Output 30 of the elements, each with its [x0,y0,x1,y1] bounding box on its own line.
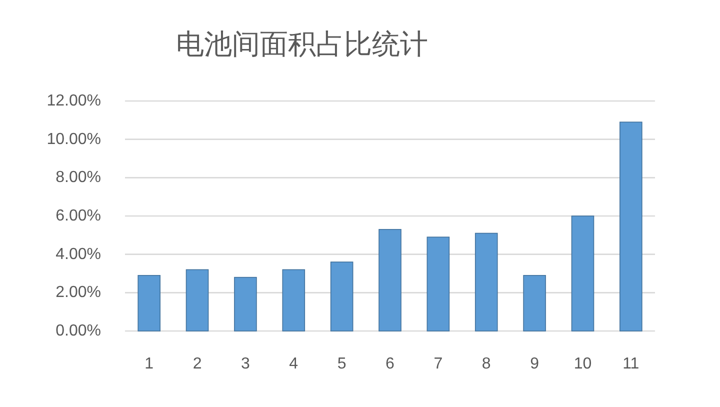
x-tick-label: 7 [434,356,443,372]
x-tick-label: 4 [289,356,298,372]
bar [138,275,160,332]
y-tick-label: 0.00% [56,322,101,340]
bar [523,275,546,332]
chart-title: 电池间面积占比统计 [176,28,428,60]
x-tick-label: 5 [337,356,346,372]
bar [474,232,498,332]
y-tick-label: 2.00% [56,284,101,302]
bar [571,216,594,332]
bar [378,229,402,332]
y-tick-label: 12.00% [46,92,101,110]
bar [426,236,450,332]
y-tick-label: 6.00% [56,208,101,224]
x-tick-label: 11 [622,356,640,372]
y-tick-label: 4.00% [56,246,101,263]
x-tick-label: 10 [574,356,592,372]
x-tick-label: 9 [530,356,540,372]
x-tick-label: 8 [482,356,491,372]
bar [620,122,642,332]
x-tick-label: 1 [144,356,154,372]
x-tick-label: 3 [241,356,250,372]
bar [186,269,209,332]
bar [282,269,306,332]
x-tick-label: 2 [192,356,202,372]
x-tick-label: 6 [386,356,395,372]
bar [234,276,257,332]
y-tick-label: 8.00% [56,169,101,186]
y-tick-label: 10.00% [46,130,101,148]
bar [330,262,354,332]
